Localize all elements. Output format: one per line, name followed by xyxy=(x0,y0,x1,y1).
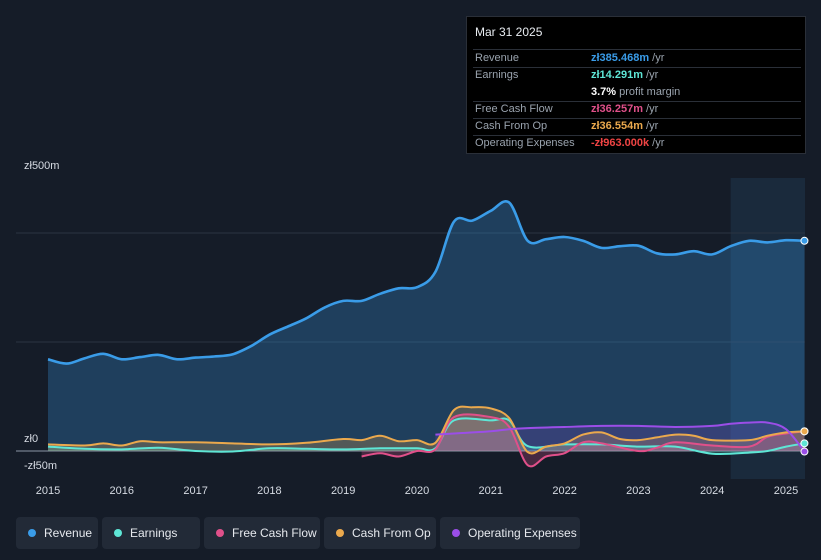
tooltip-separator xyxy=(473,49,801,50)
tooltip-value-number: zł36.257m xyxy=(591,103,643,115)
tooltip-label: Cash From Op xyxy=(475,120,548,132)
tooltip-unit: profit margin xyxy=(619,86,681,98)
tooltip-row-operating-expenses: Operating Expenses -zł963.000k /yr xyxy=(467,135,807,152)
series-endpoints xyxy=(800,236,809,456)
y-tick-label-bottom: -zł50m xyxy=(24,460,58,472)
tooltip-value: zł36.257m /yr xyxy=(591,103,658,115)
y-tick-label-top: zł500m xyxy=(24,160,60,172)
legend-label: Cash From Op xyxy=(352,526,431,540)
tooltip-value: 3.7% profit margin xyxy=(591,86,680,98)
legend-item-earnings[interactable]: Earnings xyxy=(102,517,200,549)
area-free-cash-flow xyxy=(361,414,805,467)
tooltip-unit: /yr xyxy=(646,69,659,81)
tooltip-separator xyxy=(473,67,801,68)
line-operating-expenses xyxy=(435,421,806,453)
tooltip-date: Mar 31 2025 xyxy=(475,25,543,39)
legend-label: Operating Expenses xyxy=(468,526,577,540)
tooltip-separator xyxy=(473,135,801,136)
tooltip-label: Operating Expenses xyxy=(475,137,575,149)
y-tick-label-zero: zł0 xyxy=(24,433,39,445)
legend-dot-icon xyxy=(28,529,36,537)
legend-dot-icon xyxy=(336,529,344,537)
tooltip-row-profit-margin: 3.7% profit margin xyxy=(467,84,807,101)
x-tick-label: 2021 xyxy=(478,485,504,497)
forecast-highlight-band xyxy=(730,178,805,479)
tooltip-label: Free Cash Flow xyxy=(475,103,553,115)
tooltip-unit: /yr xyxy=(652,137,665,149)
x-tick-label: 2023 xyxy=(626,485,651,497)
area-cash-from-op xyxy=(48,406,805,454)
legend-item-cash-from-op[interactable]: Cash From Op xyxy=(324,517,436,549)
tooltip-value: zł14.291m /yr xyxy=(591,69,658,81)
chart-svg xyxy=(16,178,809,479)
line-cash-from-op xyxy=(47,405,805,455)
tooltip-label: Revenue xyxy=(475,52,520,64)
line-free-cash-flow xyxy=(361,413,805,468)
legend-item-revenue[interactable]: Revenue xyxy=(16,517,98,549)
tooltip-label: Earnings xyxy=(475,69,519,81)
tooltip-row-free-cash-flow: Free Cash Flow zł36.257m /yr xyxy=(467,101,807,118)
legend-dot-icon xyxy=(452,529,460,537)
x-tick-label: 2017 xyxy=(183,485,208,497)
x-tick-label: 2020 xyxy=(404,485,430,497)
endpoint-operating-expenses xyxy=(800,447,809,456)
legend-dot-icon xyxy=(216,529,224,537)
x-tick-label: 2016 xyxy=(109,485,135,497)
x-tick-label: 2019 xyxy=(330,485,356,497)
tooltip-separator xyxy=(473,118,801,119)
series-lines xyxy=(47,200,806,468)
tooltip-separator xyxy=(473,101,801,102)
tooltip-value-number: zł36.554m xyxy=(591,120,643,132)
area-earnings xyxy=(48,418,805,455)
tooltip-value: -zł963.000k /yr xyxy=(591,137,664,149)
legend-item-free-cash-flow[interactable]: Free Cash Flow xyxy=(204,517,320,549)
line-earnings xyxy=(47,417,805,456)
endpoint-earnings xyxy=(800,439,809,448)
series-areas xyxy=(48,201,805,467)
tooltip-row-cash-from-op: Cash From Op zł36.554m /yr xyxy=(467,118,807,135)
tooltip-unit: /yr xyxy=(646,120,659,132)
tooltip-value-number: zł385.468m xyxy=(591,52,650,64)
x-tick-label: 2022 xyxy=(552,485,577,497)
x-tick-label: 2015 xyxy=(35,485,61,497)
legend-label: Earnings xyxy=(130,526,178,540)
line-revenue xyxy=(47,200,805,365)
tooltip-row-revenue: Revenue zł385.468m /yr xyxy=(467,50,807,67)
endpoint-revenue xyxy=(800,236,809,245)
endpoint-cash-from-op xyxy=(800,427,809,436)
legend-dot-icon xyxy=(114,529,122,537)
area-revenue xyxy=(48,201,805,451)
x-tick-label: 2025 xyxy=(773,485,799,497)
tooltip-unit: /yr xyxy=(652,52,665,64)
legend-item-operating-expenses[interactable]: Operating Expenses xyxy=(440,517,580,549)
legend-label: Free Cash Flow xyxy=(232,526,317,540)
tooltip-value: zł36.554m /yr xyxy=(591,120,658,132)
x-tick-label: 2018 xyxy=(257,485,282,497)
x-tick-label: 2024 xyxy=(699,485,725,497)
tooltip-value: zł385.468m /yr xyxy=(591,52,664,64)
tooltip-unit: /yr xyxy=(646,103,659,115)
tooltip-panel: Mar 31 2025 Revenue zł385.468m /yr Earni… xyxy=(466,16,806,154)
tooltip-value-number: zł14.291m xyxy=(591,69,643,81)
area-operating-expenses xyxy=(435,422,805,452)
tooltip-row-earnings: Earnings zł14.291m /yr xyxy=(467,67,807,84)
legend-label: Revenue xyxy=(44,526,93,540)
tooltip-value-number: 3.7% xyxy=(591,86,617,98)
tooltip-value-number: -zł963.000k xyxy=(591,137,650,149)
